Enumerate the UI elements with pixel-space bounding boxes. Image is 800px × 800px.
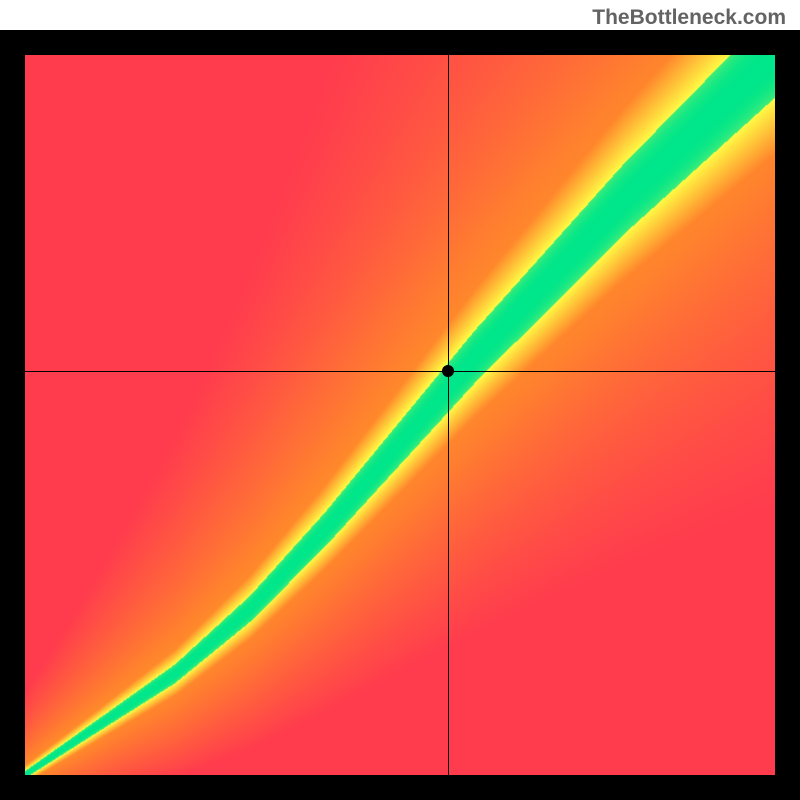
heatmap-plot-area xyxy=(25,55,775,775)
heatmap-canvas xyxy=(25,55,775,775)
crosshair-horizontal xyxy=(25,371,775,372)
marker-dot xyxy=(442,365,454,377)
chart-outer-frame xyxy=(0,30,800,800)
crosshair-vertical xyxy=(448,55,449,775)
watermark-text: TheBottleneck.com xyxy=(592,6,786,30)
